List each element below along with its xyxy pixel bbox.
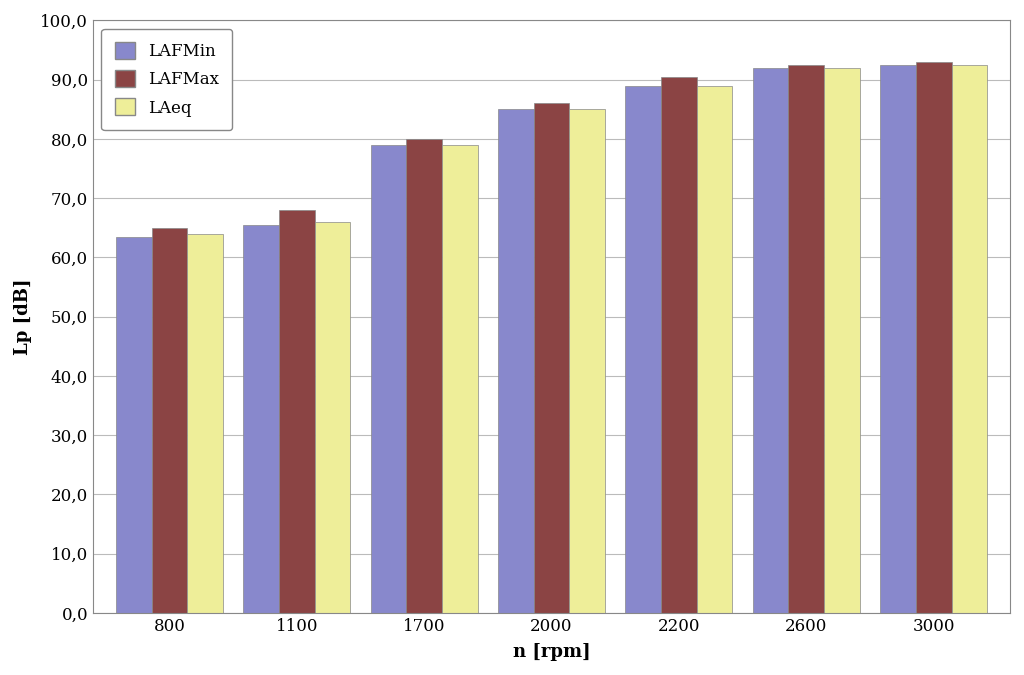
- Bar: [915, 62, 951, 613]
- Bar: [626, 86, 662, 613]
- Y-axis label: Lp [dB]: Lp [dB]: [14, 278, 32, 355]
- Bar: [442, 145, 477, 613]
- Bar: [244, 225, 279, 613]
- Bar: [371, 145, 407, 613]
- Bar: [279, 210, 314, 613]
- Bar: [187, 234, 223, 613]
- Bar: [662, 77, 696, 613]
- Bar: [407, 139, 442, 613]
- X-axis label: n [rpm]: n [rpm]: [513, 643, 591, 661]
- Bar: [152, 227, 187, 613]
- Bar: [314, 222, 350, 613]
- Legend: LAFMin, LAFMax, LAeq: LAFMin, LAFMax, LAeq: [101, 29, 232, 130]
- Bar: [824, 68, 860, 613]
- Bar: [788, 65, 824, 613]
- Bar: [696, 86, 732, 613]
- Bar: [569, 109, 605, 613]
- Bar: [753, 68, 788, 613]
- Bar: [116, 237, 152, 613]
- Bar: [534, 103, 569, 613]
- Bar: [951, 65, 987, 613]
- Bar: [498, 109, 534, 613]
- Bar: [881, 65, 915, 613]
